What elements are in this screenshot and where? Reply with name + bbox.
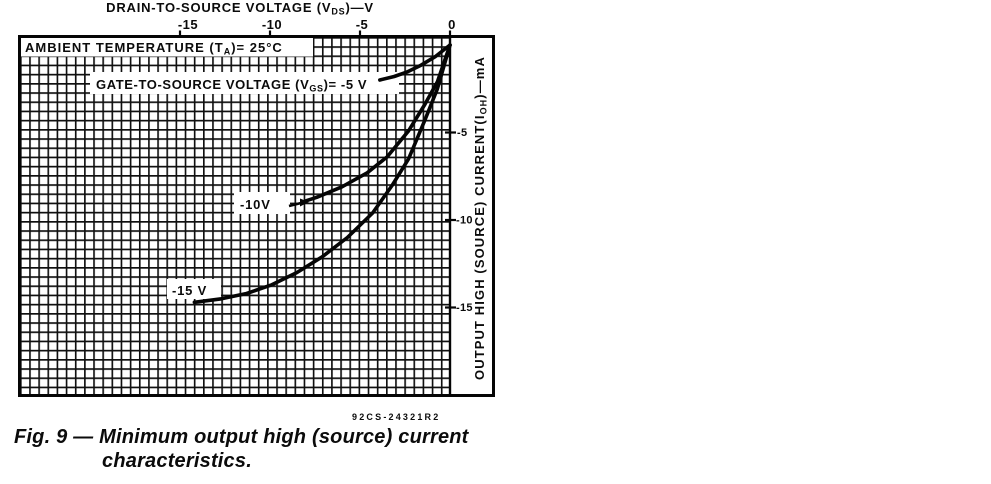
part-code: 92CS-24321R2 [352,412,440,422]
ambient-temperature-label: AMBIENT TEMPERATURE (TA)= 25°C [25,40,283,57]
curve-minus15-label: -15 V [172,283,207,298]
x-tick-zero: 0 [448,17,456,32]
x-tick-minus15: -15 [178,17,198,32]
curve-vgs-minus5 [378,43,452,82]
figure-caption-line2: characteristics. [102,450,252,472]
y-tick-minus15: -15 [456,302,473,314]
figure-frame [18,35,495,397]
curve-vgs-minus10 [304,43,452,203]
plot-grid [20,37,450,395]
y-tick-minus5: -5 [457,127,467,139]
curve-minus10-label-band [234,192,290,214]
curve-minus10-label: -10V [240,197,271,212]
curve-vgs-minus15 [192,43,452,305]
x-axis-title: DRAIN-TO-SOURCE VOLTAGE (VDS)—V [106,0,374,17]
x-tick-minus5: -5 [356,17,369,32]
ambient-label-band [21,37,313,57]
y-axis-title: OUTPUT HIGH (SOURCE) CURRENT(IOH)—mA [472,56,489,380]
gate-voltage-label-band [90,72,399,94]
gate-voltage-label: GATE-TO-SOURCE VOLTAGE (VGS)= -5 V [96,77,367,94]
x-tick-minus10: -10 [262,17,282,32]
curve-minus15-label-band [167,279,221,299]
y-tick-minus10: -10 [456,215,473,227]
curve-minus10-arrowhead-icon [300,198,309,207]
figure-caption-line1: Fig. 9 — Minimum output high (source) cu… [14,426,470,448]
curve-minus10-arrow-line [288,201,302,208]
